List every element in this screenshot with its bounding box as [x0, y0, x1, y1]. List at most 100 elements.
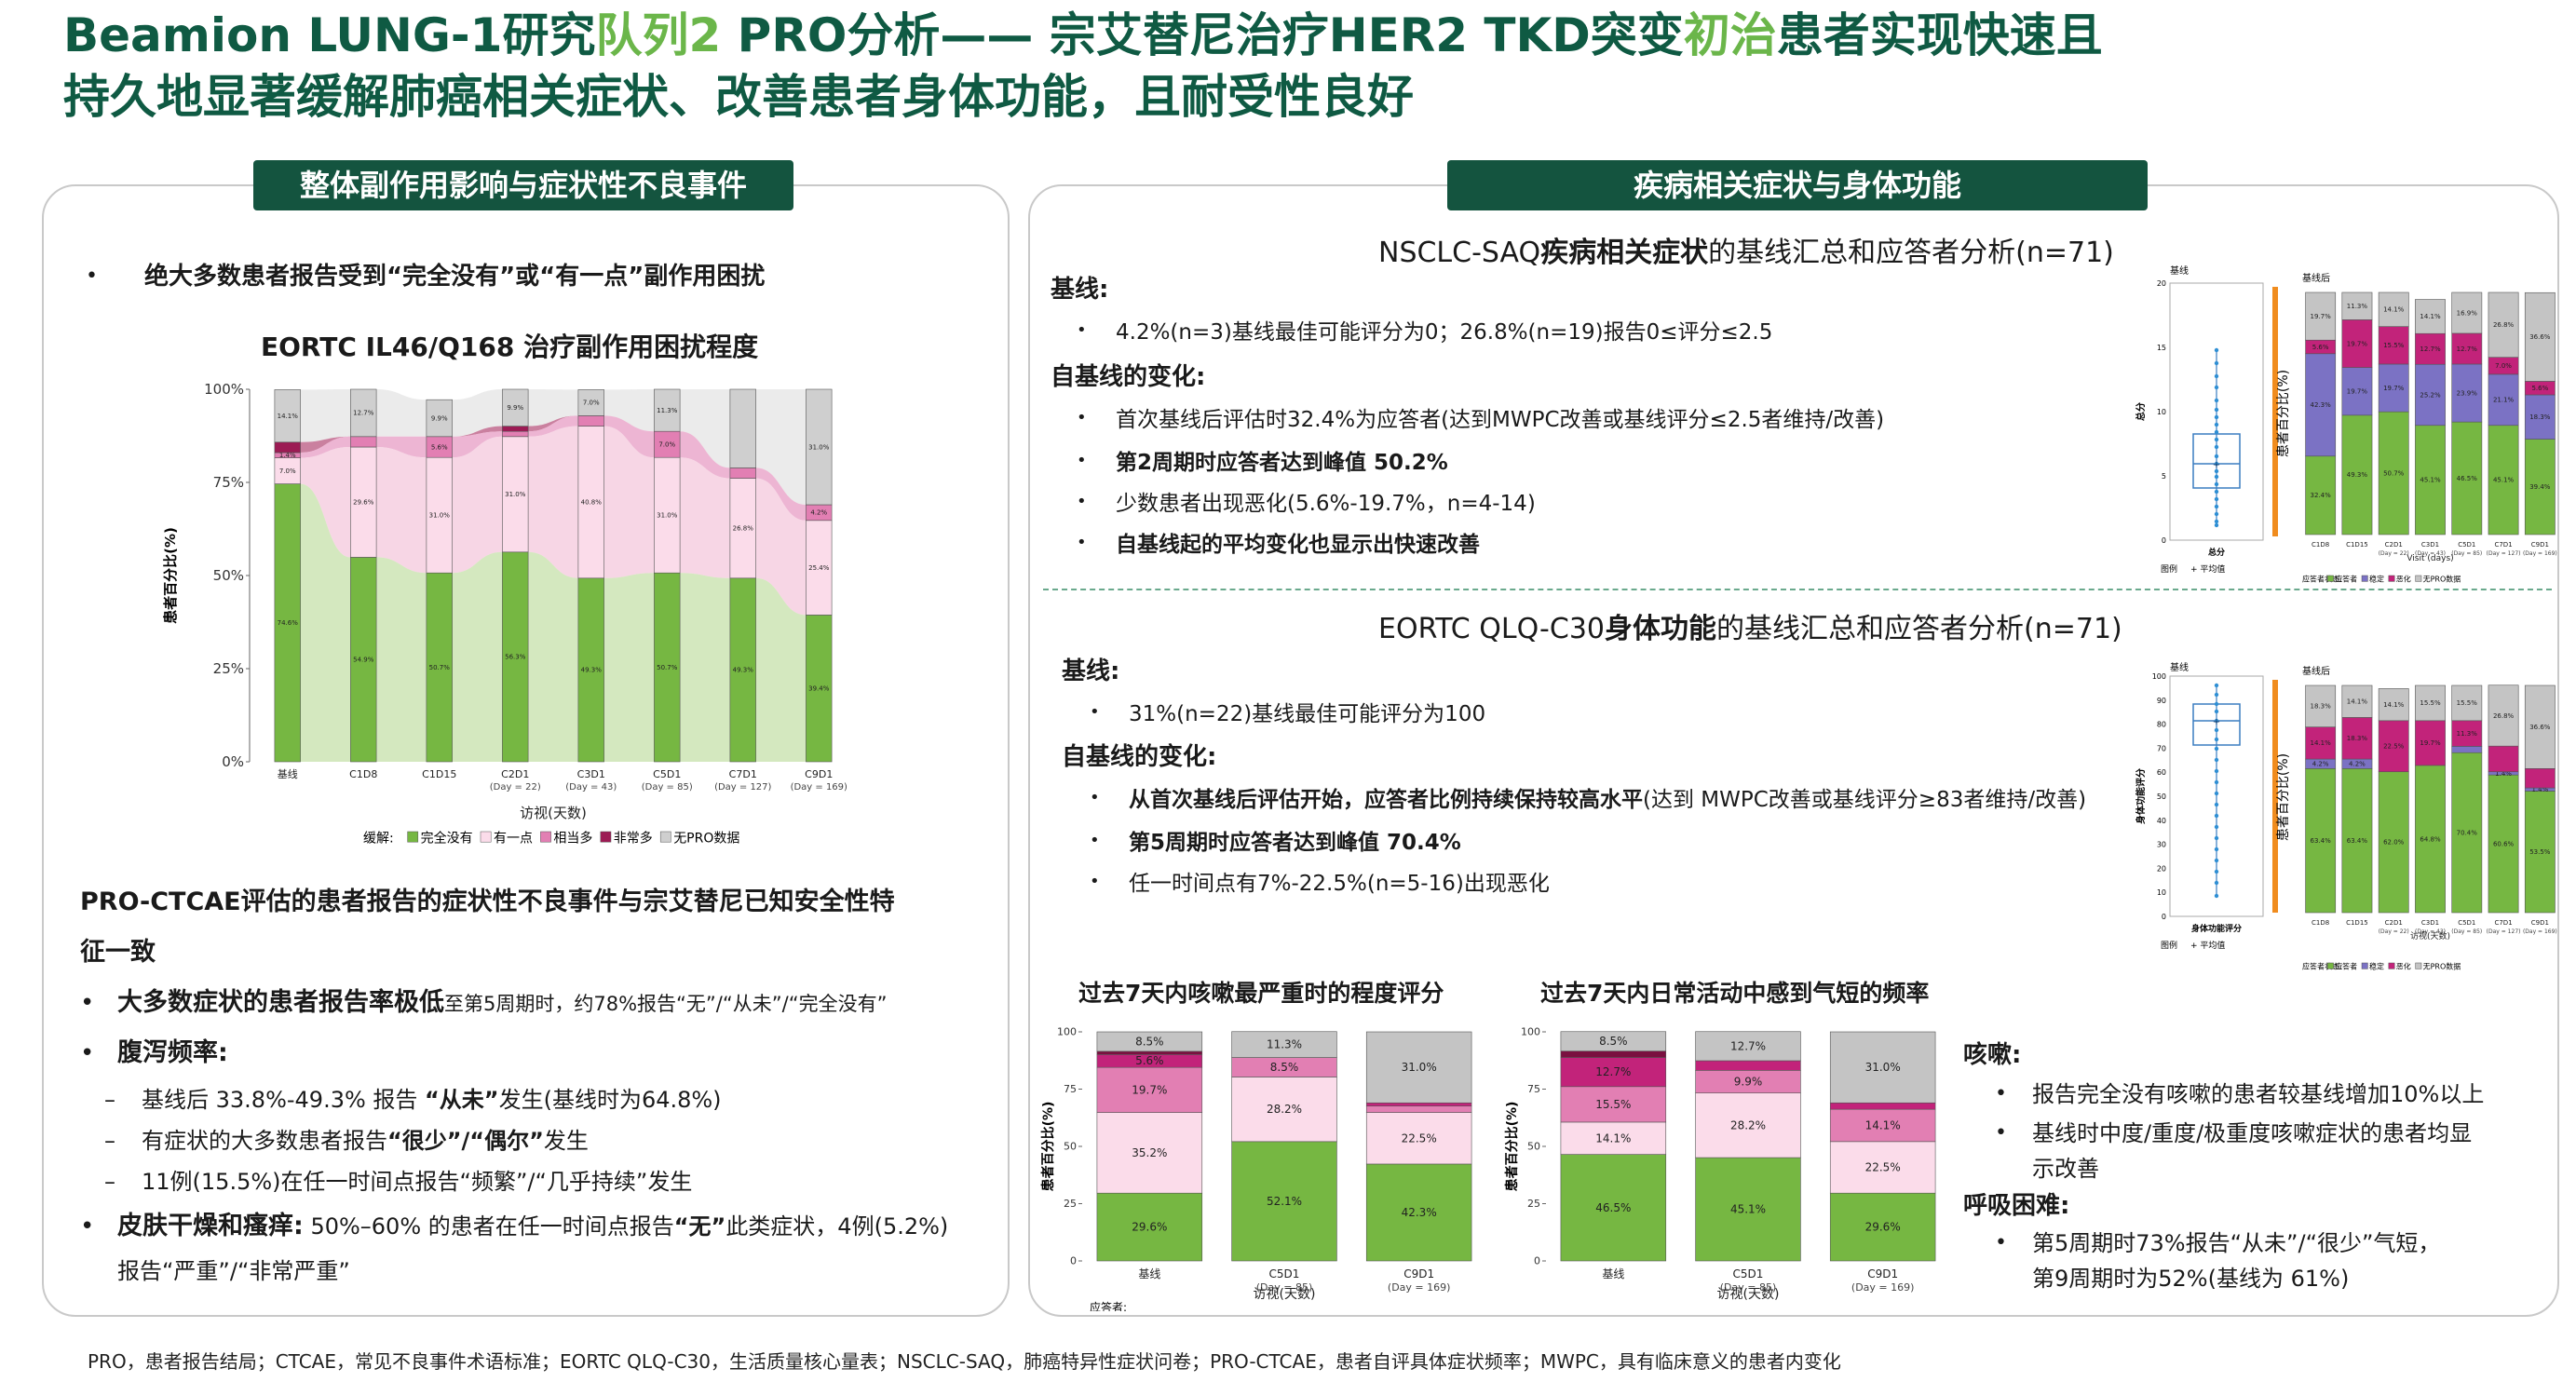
- x-tick-label: C5D1: [1733, 1267, 1764, 1280]
- bar-segment: [2524, 439, 2556, 535]
- x-tick-label: C1D15: [2346, 541, 2368, 549]
- bar-value-label: 50.7%: [657, 664, 678, 671]
- bar-value-label: 15.5%: [2457, 699, 2478, 707]
- x-tick-label: C3D1: [2421, 919, 2439, 927]
- data-point: [2214, 737, 2219, 742]
- x-tick-sublabel: (Day = 43): [565, 782, 617, 793]
- flow-ribbon: [452, 436, 503, 574]
- bullet-dot: •: [1077, 533, 1087, 552]
- data-point: [2214, 422, 2219, 427]
- y-tick-label: 75: [1064, 1083, 1077, 1095]
- flow-ribbon: [680, 573, 730, 762]
- flow-ribbon: [755, 577, 807, 762]
- x-tick-label: C5D1: [2458, 541, 2475, 549]
- bar-segment: [1231, 1077, 1337, 1143]
- flow-ribbon: [528, 389, 578, 427]
- bar-value-label: 7.0%: [583, 400, 600, 407]
- bar-value-label: 11.3%: [1267, 1038, 1302, 1051]
- y-axis-label: 患者百分比(%): [2276, 370, 2291, 457]
- data-point: [2214, 858, 2219, 863]
- bar-value-label: 14.1%: [2383, 306, 2405, 314]
- data-point: [2214, 869, 2219, 874]
- x-tick-sublabel: (Day = 85): [2451, 928, 2482, 935]
- bar-value-label: 15.5%: [1595, 1098, 1631, 1111]
- cough-chart-title: 过去7天内咳嗽最严重时的程度评分: [1078, 980, 1444, 1007]
- y-tick-label: 10: [2157, 888, 2166, 897]
- bullet-dot: •: [80, 1039, 95, 1067]
- bar-segment: [2378, 363, 2409, 413]
- data-point: [2214, 437, 2219, 442]
- y-tick-label: 0: [2162, 913, 2166, 921]
- qlq-change-3: 任一时间点有7%-22.5%(n=5-16)出现恶化: [1129, 872, 1550, 896]
- data-point: [2214, 824, 2219, 830]
- bar-value-label: 31.0%: [429, 512, 451, 520]
- bar-value-label: 70.4%: [2457, 829, 2478, 836]
- x-tick-sublabel: (Day = 169): [791, 782, 847, 793]
- bar-segment: [1560, 1086, 1667, 1123]
- diarrhea-sub-2: 有症状的大多数患者报告“很少”/“偶尔”发生: [142, 1128, 589, 1154]
- qlq-responder-chart: 63.4% 4.2% 14.1% 18.3% C1D8 63.4% 4.2% 18.3% 14.…: [2276, 665, 2557, 971]
- bar-value-label: 39.4%: [2529, 483, 2551, 491]
- legend-title: 应答者状态:: [2302, 575, 2342, 584]
- x-tick-label: C1D15: [2346, 919, 2368, 927]
- y-tick-label: 50: [2157, 793, 2166, 801]
- flow-ribbon: [755, 467, 807, 521]
- x-tick-label: 基线: [278, 767, 298, 780]
- x-tick-label: C3D1: [2421, 541, 2439, 549]
- bar-segment: [2488, 684, 2519, 747]
- bullet-dot: •: [1077, 492, 1087, 511]
- bar-value-label: 11.3%: [657, 407, 678, 414]
- right-section-header: 疾病相关症状与身体功能: [1447, 160, 2148, 210]
- legend-swatch: [2415, 962, 2422, 969]
- legend-swatch: [600, 831, 612, 843]
- y-tick-label: 15: [2157, 344, 2166, 352]
- bar-value-label: 46.5%: [1595, 1201, 1631, 1214]
- x-tick-sublabel: (Day = 169): [1388, 1281, 1451, 1294]
- y-tick-label: 20: [2157, 279, 2166, 288]
- x-axis-label: 访视(天数): [520, 805, 587, 821]
- data-point: [2214, 768, 2219, 774]
- orange-arrow-bar: [2272, 287, 2278, 536]
- bar-segment: [426, 572, 453, 763]
- bar-segment: [1096, 1112, 1203, 1194]
- footnote: PRO，患者报告结局；CTCAE，常见不良事件术语标准；EORTC QLQ-C3…: [88, 1350, 1841, 1373]
- diarrhea-sub-3: 11例(15.5%)在任一时间点报告“频繁”/“几乎持续”发生: [142, 1169, 693, 1195]
- bar-value-label: 15.5%: [2420, 699, 2441, 707]
- section-divider: [1043, 589, 2552, 590]
- saq-section-title: NSCLC-SAQ疾病相关症状的基线汇总和应答者分析(n=71): [1378, 237, 2114, 269]
- bar-value-label: 19.7%: [2311, 313, 2332, 320]
- bar-segment: [1695, 1031, 1801, 1062]
- bar-value-label: 52.1%: [1267, 1195, 1302, 1208]
- bar-value-label: 22.5%: [2383, 743, 2405, 751]
- bar-segment: [1365, 1163, 1472, 1262]
- legend-title: 应答者状态:: [2302, 962, 2342, 971]
- bar-value-label: 40.8%: [581, 499, 603, 507]
- cough-label: 咳嗽:: [1963, 1041, 2022, 1069]
- data-point: [2214, 880, 2219, 886]
- bar-segment: [577, 415, 604, 427]
- diarrhea-dash: –: [104, 1128, 115, 1154]
- saq-baseline-1: 4.2%(n=3)基线最佳可能评分为0；26.8%(n=19)报告0≤评分≤2.…: [1116, 320, 1773, 345]
- flow-ribbon: [452, 389, 503, 437]
- bar-value-label: 64.8%: [2420, 835, 2441, 843]
- x-tick-label: C1D8: [349, 768, 377, 780]
- data-point: [2214, 474, 2219, 480]
- flow-ribbon: [452, 431, 503, 458]
- left-bullet-1: 绝大多数患者报告受到“完全没有”或“有一点”副作用困扰: [144, 263, 766, 291]
- bar-segment: [2305, 684, 2337, 727]
- bar-segment: [1829, 1192, 1936, 1262]
- data-point: [2214, 504, 2219, 509]
- flow-ribbon: [755, 389, 807, 505]
- bar-value-label: 35.2%: [1132, 1146, 1167, 1159]
- data-point: [2214, 398, 2219, 403]
- bar-segment: [654, 388, 681, 432]
- mean-marker: +: [2213, 460, 2220, 470]
- qlq-change-1: 从首次基线后评估开始，应答者比例持续保持较高水平(达到 MWPC改善或基线评分≥…: [1129, 788, 2087, 812]
- bar-value-label: 9.9%: [431, 414, 448, 422]
- bar-segment: [2378, 720, 2409, 773]
- bar-segment: [1560, 1121, 1667, 1155]
- eortc-chart-title: EORTC IL46/Q168 治疗副作用困扰程度: [261, 332, 759, 362]
- legend-swatch: [2388, 962, 2395, 969]
- y-tick-label: 0: [1070, 1255, 1077, 1267]
- bar-value-label: 14.1%: [2347, 698, 2368, 706]
